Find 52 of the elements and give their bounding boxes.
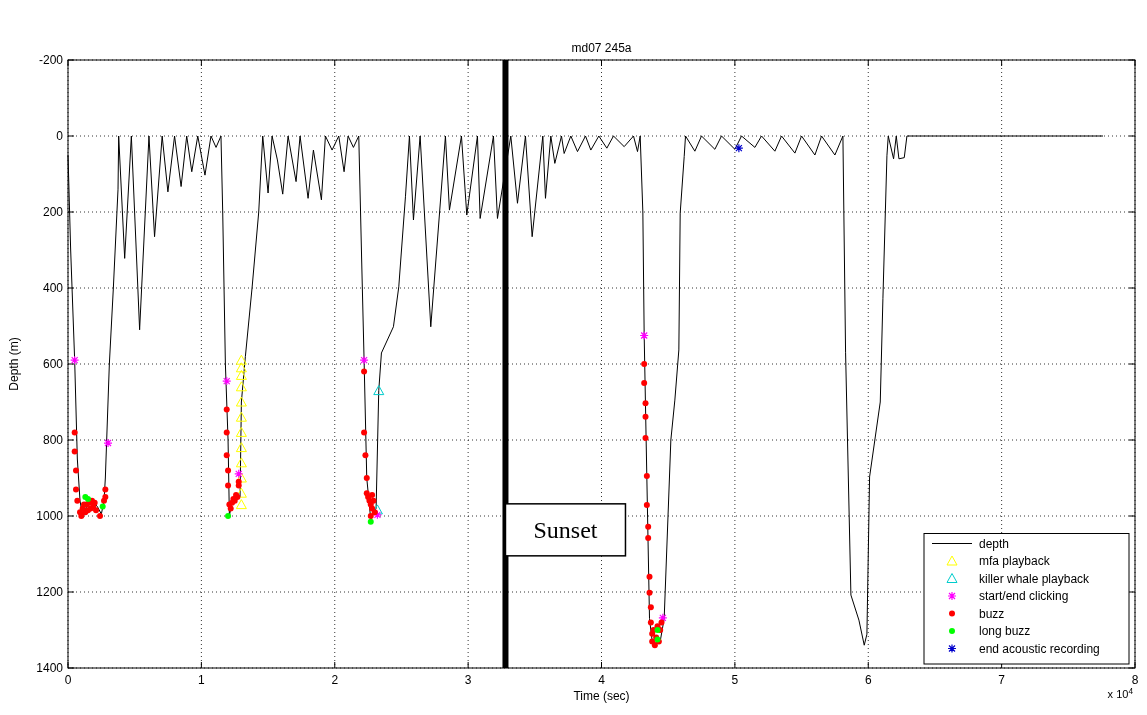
- point: [235, 499, 247, 510]
- point: [225, 513, 232, 519]
- y-axis-title: Depth (m): [7, 337, 21, 391]
- point: [734, 143, 744, 153]
- point: [235, 354, 247, 365]
- point: [235, 396, 247, 407]
- legend-label: killer whale playback: [979, 571, 1091, 586]
- legend-label: depth: [979, 536, 1010, 551]
- legend-label: long buzz: [979, 624, 1031, 638]
- point: [367, 518, 374, 525]
- point: [235, 411, 247, 422]
- point: [235, 362, 247, 373]
- y-tick-label: 0: [56, 129, 64, 143]
- y-tick-label: 1000: [36, 509, 64, 523]
- legend-label: end acoustic recording: [979, 641, 1100, 656]
- point: [372, 510, 383, 520]
- point: [639, 330, 649, 341]
- x-tick-label: 7: [998, 673, 1006, 687]
- point: [373, 385, 385, 396]
- text: x 10$^{4}$: [1107, 686, 1134, 700]
- point: [235, 369, 247, 380]
- legend-label: mfa playback: [979, 554, 1051, 568]
- y-tick-label: 200: [42, 205, 64, 219]
- x-tick-label: 2: [331, 673, 339, 687]
- point: [658, 613, 668, 623]
- point: [235, 381, 247, 392]
- point: [70, 355, 80, 365]
- point: [235, 442, 247, 453]
- point: [359, 355, 369, 365]
- x-tick-label: 6: [864, 673, 872, 687]
- x-tick-label: 8: [1131, 673, 1139, 687]
- y-tick-label: 1200: [36, 585, 64, 599]
- point: [103, 438, 113, 448]
- y-tick-label: 1400: [36, 661, 64, 675]
- point: [234, 469, 244, 479]
- point: [235, 457, 247, 468]
- point: [235, 426, 247, 437]
- y-tick-label: 800: [42, 433, 64, 447]
- legend-label: start/end clicking: [979, 589, 1069, 603]
- y-tick-label: 600: [42, 357, 64, 371]
- y-tick-label: 400: [42, 281, 64, 295]
- x-axis-title: Time (sec): [573, 689, 630, 703]
- x-tick-label: 4: [598, 673, 606, 687]
- point: [222, 376, 232, 386]
- chart-title: md07 245a: [571, 41, 632, 55]
- ref-line-label: Sunset: [533, 516, 598, 543]
- y-tick-label: -200: [38, 53, 64, 67]
- x-tick-label: 5: [731, 673, 739, 687]
- legend-label: buzz: [979, 606, 1005, 621]
- x-tick-label: 1: [198, 673, 206, 687]
- point: [99, 503, 106, 510]
- x-tick-label: 3: [464, 673, 472, 687]
